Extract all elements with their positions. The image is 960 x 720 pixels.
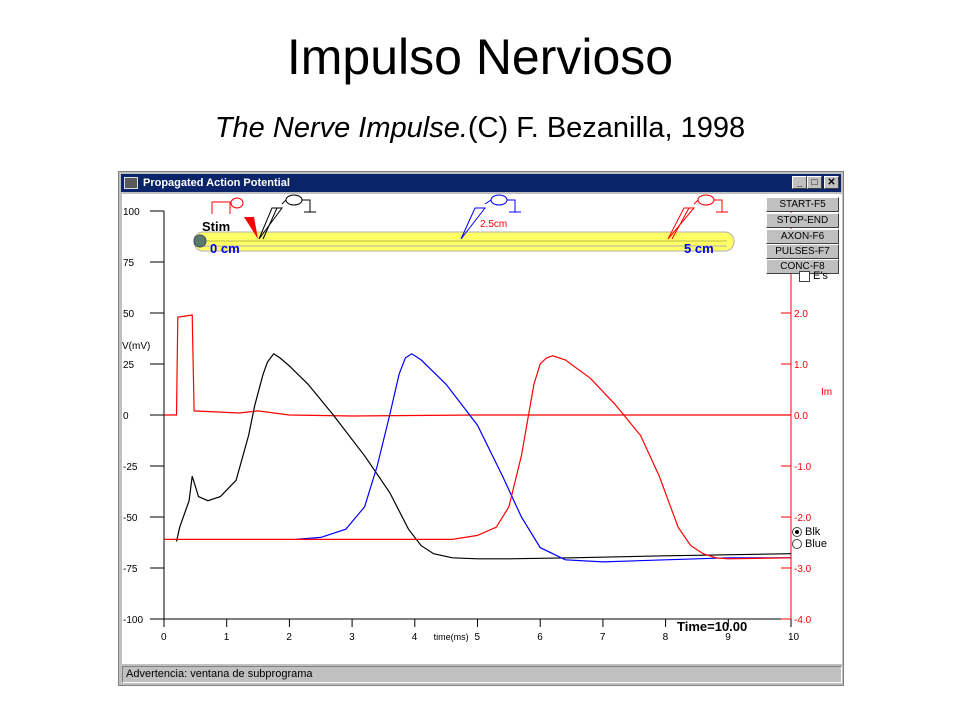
app-window: Propagated Action Potential _ □ ✕ bbox=[118, 171, 844, 686]
stim-source bbox=[230, 197, 244, 209]
x-tick-label: 1 bbox=[224, 632, 230, 643]
series-line-2 bbox=[175, 352, 792, 560]
minimize-button[interactable]: _ bbox=[792, 176, 807, 189]
radio-blk-row[interactable]: Blk bbox=[792, 526, 820, 538]
slide-title: Impulso Nervioso bbox=[286, 29, 674, 85]
chart-traces bbox=[164, 314, 792, 563]
maximize-button[interactable]: □ bbox=[807, 176, 822, 189]
y2-tick-label: -4.0 bbox=[794, 615, 812, 626]
series-line-3 bbox=[295, 353, 791, 563]
start-button[interactable]: START-F5 bbox=[766, 197, 839, 212]
radio-blue[interactable] bbox=[792, 539, 802, 550]
stop-button[interactable]: STOP-END bbox=[766, 213, 839, 228]
x-tick-label: 6 bbox=[537, 632, 543, 643]
series-line-4 bbox=[164, 355, 792, 560]
stim-electrode bbox=[244, 217, 258, 239]
x-tick-label: 9 bbox=[725, 632, 731, 643]
subtitle-italic: The Nerve Impulse. bbox=[214, 112, 468, 144]
slide-subtitle: The Nerve Impulse.(C) F. Bezanilla, 1998 bbox=[0, 112, 960, 145]
recording-electrode-3-tip bbox=[671, 207, 690, 240]
y-tick-label: -75 bbox=[123, 564, 138, 575]
radio-blue-label: Blue bbox=[805, 538, 828, 550]
plot-area: Stim 0 cm 2.5cm 5 cm 100 75 50 25 0 -25 -50 -75… bbox=[122, 194, 842, 664]
y2-tick-label: -1.0 bbox=[794, 462, 812, 473]
y-tick-label: 50 bbox=[123, 309, 135, 320]
es-checkbox-row[interactable]: E's bbox=[799, 270, 828, 282]
axon-mid-label: 2.5cm bbox=[480, 219, 507, 230]
stim-label: Stim bbox=[202, 219, 230, 234]
y2-tick-label: -2.0 bbox=[794, 513, 812, 524]
recording-lead-1 bbox=[281, 199, 316, 213]
y-tick-label: 25 bbox=[123, 360, 135, 371]
x-tick-label: 7 bbox=[600, 632, 606, 643]
y-tick-label: -100 bbox=[123, 615, 143, 626]
x-tick-label: 3 bbox=[349, 632, 355, 643]
membrane-potential-chart: Stim 0 cm 2.5cm 5 cm 1007550250-25-50-75… bbox=[122, 194, 832, 643]
series-line-1 bbox=[164, 314, 791, 417]
y-axis-label: V(mV) bbox=[122, 341, 150, 352]
y-tick-label: 75 bbox=[123, 258, 135, 269]
status-bar: Advertencia: ventana de subprograma bbox=[122, 666, 842, 683]
recording-lead-2 bbox=[484, 199, 521, 213]
x-tick-label: 5 bbox=[475, 632, 481, 643]
recording-electrode-1-tip bbox=[262, 207, 278, 240]
y2-tick-label: 1.0 bbox=[794, 360, 808, 371]
x-axis-label: time(ms) bbox=[434, 632, 469, 642]
recording-lead-3 bbox=[693, 199, 728, 213]
es-checkbox-label: E's bbox=[813, 270, 828, 282]
close-button[interactable]: ✕ bbox=[824, 176, 839, 189]
y2-tick-label: 0.0 bbox=[794, 411, 808, 422]
recording-amp-1 bbox=[285, 194, 303, 206]
es-checkbox[interactable] bbox=[799, 270, 810, 282]
window-title: Propagated Action Potential bbox=[143, 177, 290, 189]
pulses-button[interactable]: PULSES-F7 bbox=[766, 244, 839, 259]
axon-soma bbox=[193, 234, 207, 248]
subtitle-rest: (C) F. Bezanilla, 1998 bbox=[467, 112, 746, 144]
axon-diagram: Stim 0 cm 2.5cm 5 cm bbox=[193, 194, 735, 256]
x-tick-label: 2 bbox=[286, 632, 292, 643]
y-tick-label: -50 bbox=[123, 513, 138, 524]
y-tick-label: 0 bbox=[123, 411, 129, 422]
recording-amp-2 bbox=[490, 194, 508, 206]
axon-left-label: 0 cm bbox=[210, 241, 240, 256]
y-tick-label: 100 bbox=[123, 207, 140, 218]
app-icon bbox=[124, 177, 138, 189]
y2-tick-label: -3.0 bbox=[794, 564, 812, 575]
recording-amp-3 bbox=[697, 194, 715, 206]
x-tick-label: 0 bbox=[161, 632, 167, 643]
y2-tick-label: 2.0 bbox=[794, 309, 808, 320]
stim-lead bbox=[211, 201, 231, 214]
x-tick-label: 10 bbox=[788, 632, 800, 643]
axon-button[interactable]: AXON-F6 bbox=[766, 229, 839, 244]
x-tick-label: 4 bbox=[412, 632, 418, 643]
x-tick-label: 8 bbox=[663, 632, 669, 643]
y-tick-label: -25 bbox=[123, 462, 138, 473]
window-titlebar[interactable]: Propagated Action Potential _ □ ✕ bbox=[121, 174, 841, 192]
radio-blk-label: Blk bbox=[805, 526, 821, 538]
y2-axis-label: Im bbox=[821, 387, 832, 398]
axon-right-label: 5 cm bbox=[684, 241, 714, 256]
recording-electrode-2 bbox=[460, 207, 487, 240]
radio-blue-row[interactable]: Blue bbox=[792, 538, 827, 550]
radio-blk[interactable] bbox=[792, 527, 802, 538]
time-readout: Time=10.00 bbox=[677, 619, 747, 634]
